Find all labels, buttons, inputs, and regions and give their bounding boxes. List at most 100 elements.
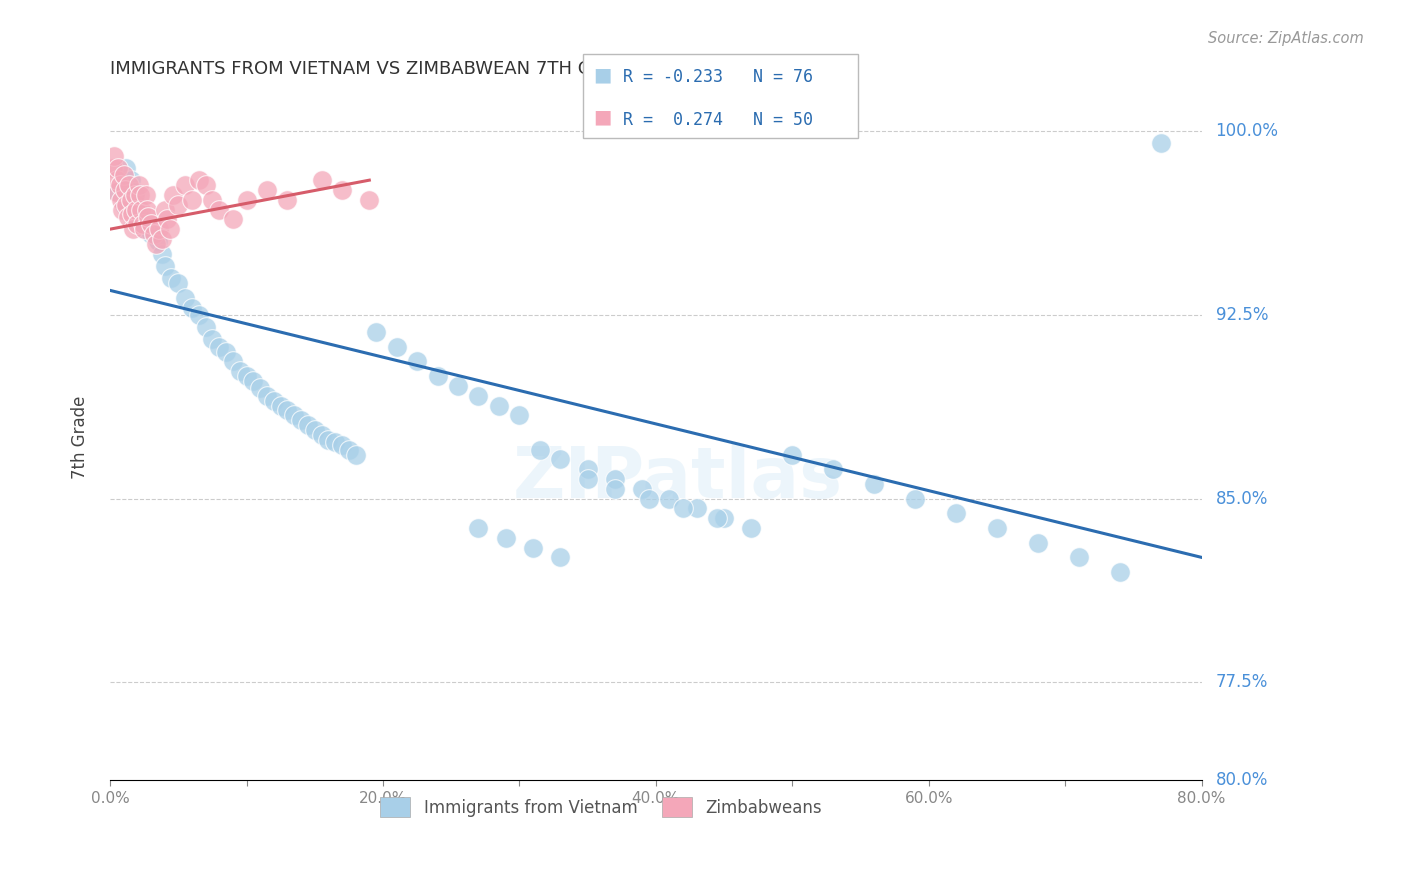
Text: 100.0%: 100.0% bbox=[1216, 122, 1278, 140]
Point bbox=[127, 197, 149, 211]
Point bbox=[201, 193, 224, 207]
Point bbox=[337, 442, 360, 457]
Point bbox=[256, 389, 278, 403]
Point bbox=[1026, 535, 1049, 549]
Point bbox=[311, 173, 333, 187]
Point bbox=[318, 433, 340, 447]
Point bbox=[522, 541, 544, 555]
Point bbox=[121, 207, 143, 221]
Point bbox=[782, 448, 804, 462]
Point bbox=[146, 235, 169, 249]
Text: R = -0.233   N = 76: R = -0.233 N = 76 bbox=[623, 69, 813, 87]
Point bbox=[208, 340, 231, 354]
Point bbox=[447, 379, 470, 393]
Point bbox=[105, 173, 128, 187]
Point bbox=[863, 476, 886, 491]
Point bbox=[550, 452, 572, 467]
Point bbox=[103, 149, 125, 163]
Point bbox=[111, 202, 134, 217]
Point bbox=[122, 222, 145, 236]
Point bbox=[631, 482, 654, 496]
Text: ■: ■ bbox=[593, 65, 612, 84]
Point bbox=[201, 332, 224, 346]
Point bbox=[576, 462, 599, 476]
Point bbox=[297, 418, 319, 433]
Point bbox=[129, 210, 152, 224]
Point bbox=[131, 202, 153, 217]
Text: ■: ■ bbox=[593, 107, 612, 127]
Point bbox=[945, 506, 967, 520]
Text: ZIPatlas: ZIPatlas bbox=[513, 444, 842, 513]
Point bbox=[488, 399, 510, 413]
Point bbox=[115, 197, 138, 211]
Point bbox=[603, 482, 626, 496]
Point bbox=[115, 161, 138, 175]
Point bbox=[270, 399, 292, 413]
Point bbox=[550, 550, 572, 565]
Text: 85.0%: 85.0% bbox=[1216, 490, 1268, 508]
Point bbox=[222, 212, 245, 227]
Point bbox=[986, 521, 1008, 535]
Point bbox=[344, 448, 367, 462]
Point bbox=[366, 325, 388, 339]
Point bbox=[112, 197, 135, 211]
Point bbox=[105, 186, 128, 200]
Point bbox=[576, 472, 599, 486]
Point bbox=[263, 393, 285, 408]
Point bbox=[276, 193, 298, 207]
Point bbox=[904, 491, 927, 506]
Point bbox=[129, 187, 152, 202]
Point bbox=[125, 202, 148, 217]
Text: Source: ZipAtlas.com: Source: ZipAtlas.com bbox=[1208, 31, 1364, 46]
Point bbox=[187, 308, 209, 322]
Point bbox=[153, 259, 176, 273]
Point bbox=[160, 271, 183, 285]
Point bbox=[290, 413, 312, 427]
Point bbox=[134, 222, 156, 236]
Text: 80.0%: 80.0% bbox=[1216, 772, 1268, 789]
Point bbox=[467, 389, 489, 403]
Point bbox=[132, 217, 155, 231]
Point bbox=[120, 193, 142, 207]
Point bbox=[124, 187, 146, 202]
Point bbox=[159, 222, 181, 236]
Text: IMMIGRANTS FROM VIETNAM VS ZIMBABWEAN 7TH GRADE CORRELATION CHART: IMMIGRANTS FROM VIETNAM VS ZIMBABWEAN 7T… bbox=[110, 60, 841, 78]
Point bbox=[529, 442, 551, 457]
Point bbox=[134, 222, 156, 236]
Point bbox=[174, 178, 197, 192]
Point bbox=[114, 183, 136, 197]
Text: 77.5%: 77.5% bbox=[1216, 673, 1268, 691]
Point bbox=[603, 472, 626, 486]
Point bbox=[426, 369, 449, 384]
Point bbox=[167, 276, 190, 290]
Point bbox=[323, 435, 346, 450]
Point bbox=[359, 193, 381, 207]
Point bbox=[187, 173, 209, 187]
Point bbox=[215, 344, 238, 359]
Point bbox=[110, 193, 132, 207]
Point bbox=[162, 187, 184, 202]
Point bbox=[104, 186, 127, 200]
Point bbox=[139, 217, 162, 231]
Point bbox=[142, 227, 165, 241]
Point bbox=[385, 340, 408, 354]
Point bbox=[107, 161, 129, 175]
Point bbox=[330, 438, 353, 452]
Point bbox=[135, 202, 157, 217]
Point bbox=[101, 161, 124, 175]
Point bbox=[713, 511, 735, 525]
Point bbox=[228, 364, 250, 378]
Legend: Immigrants from Vietnam, Zimbabweans: Immigrants from Vietnam, Zimbabweans bbox=[374, 791, 830, 823]
Point bbox=[139, 227, 162, 241]
Point bbox=[740, 521, 762, 535]
Point bbox=[208, 202, 231, 217]
Point bbox=[181, 301, 204, 315]
Point bbox=[256, 183, 278, 197]
Point bbox=[706, 511, 728, 525]
Point bbox=[181, 193, 204, 207]
Point bbox=[124, 186, 146, 200]
Point bbox=[128, 178, 150, 192]
Point bbox=[117, 210, 139, 224]
Point bbox=[249, 381, 271, 395]
Point bbox=[150, 246, 173, 260]
